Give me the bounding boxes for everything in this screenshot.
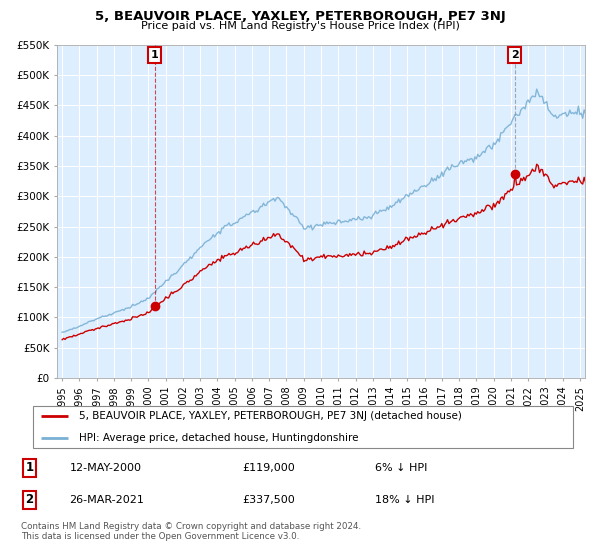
- Text: 18% ↓ HPI: 18% ↓ HPI: [375, 495, 434, 505]
- FancyBboxPatch shape: [33, 405, 573, 449]
- Text: 2: 2: [25, 493, 34, 506]
- Text: 6% ↓ HPI: 6% ↓ HPI: [375, 463, 427, 473]
- Text: Contains HM Land Registry data © Crown copyright and database right 2024.
This d: Contains HM Land Registry data © Crown c…: [21, 522, 361, 542]
- Text: 5, BEAUVOIR PLACE, YAXLEY, PETERBOROUGH, PE7 3NJ (detached house): 5, BEAUVOIR PLACE, YAXLEY, PETERBOROUGH,…: [79, 411, 462, 421]
- Text: Price paid vs. HM Land Registry's House Price Index (HPI): Price paid vs. HM Land Registry's House …: [140, 21, 460, 31]
- Text: 12-MAY-2000: 12-MAY-2000: [70, 463, 142, 473]
- Text: 1: 1: [25, 461, 34, 474]
- Text: £337,500: £337,500: [242, 495, 295, 505]
- Text: 1: 1: [151, 50, 159, 60]
- Text: £119,000: £119,000: [242, 463, 295, 473]
- Text: HPI: Average price, detached house, Huntingdonshire: HPI: Average price, detached house, Hunt…: [79, 433, 359, 443]
- Text: 5, BEAUVOIR PLACE, YAXLEY, PETERBOROUGH, PE7 3NJ: 5, BEAUVOIR PLACE, YAXLEY, PETERBOROUGH,…: [95, 10, 505, 23]
- Text: 26-MAR-2021: 26-MAR-2021: [70, 495, 145, 505]
- Text: 2: 2: [511, 50, 518, 60]
